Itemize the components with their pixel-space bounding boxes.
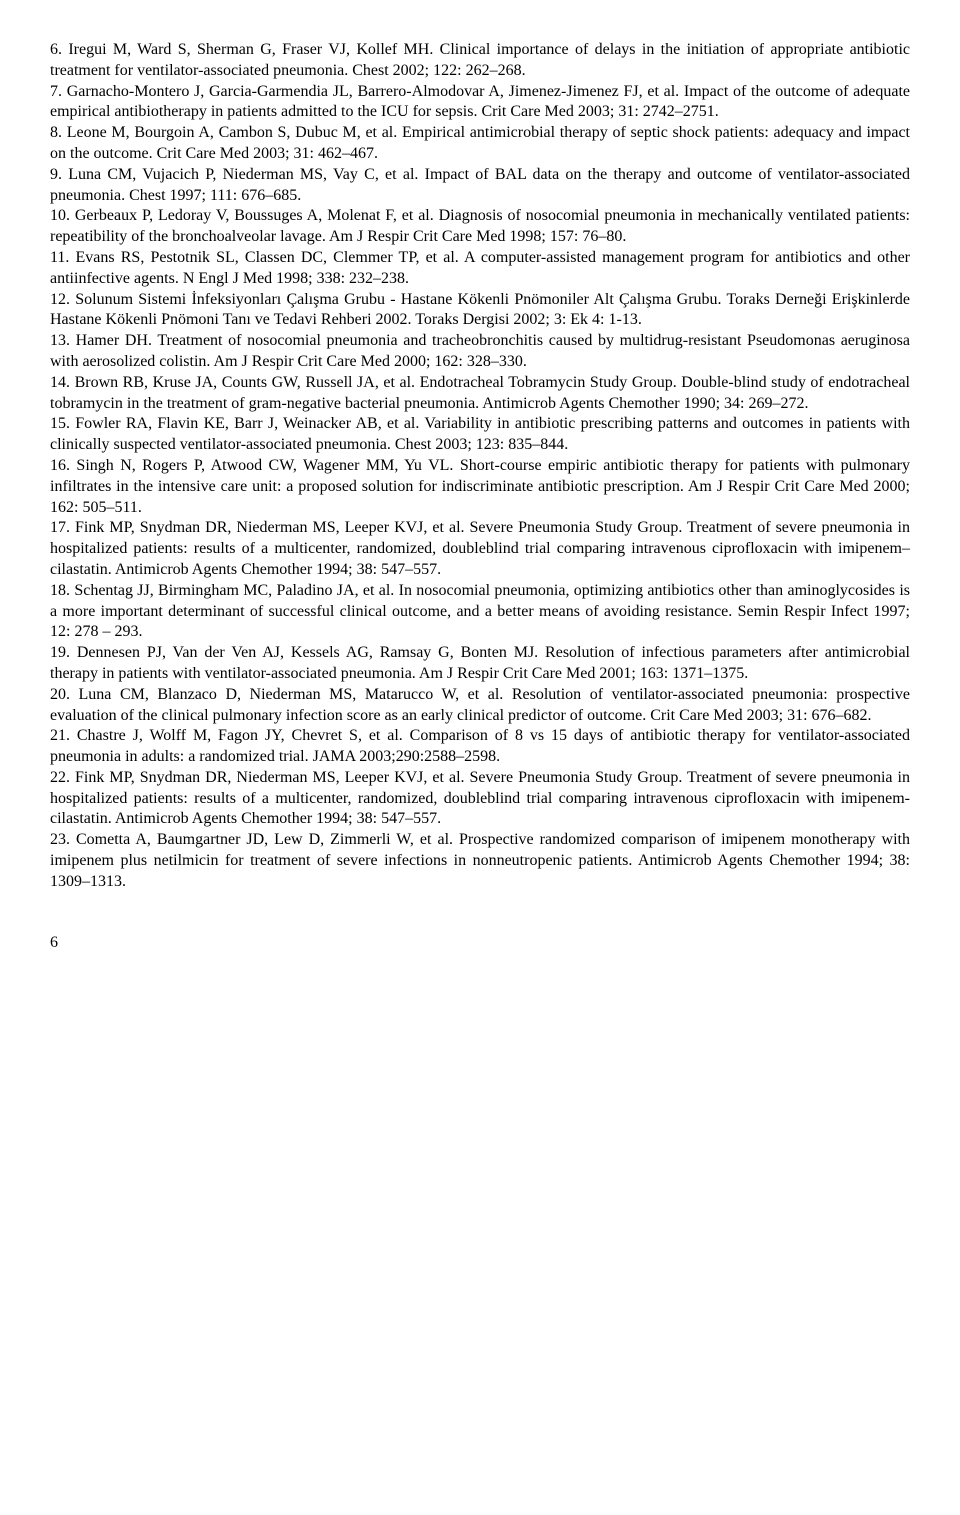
reference-item: 21. Chastre J, Wolff M, Fagon JY, Chevre… <box>50 726 910 768</box>
reference-item: 12. Solunum Sistemi İnfeksiyonları Çalış… <box>50 290 910 332</box>
reference-item: 16. Singh N, Rogers P, Atwood CW, Wagene… <box>50 456 910 518</box>
reference-item: 10. Gerbeaux P, Ledoray V, Boussuges A, … <box>50 206 910 248</box>
reference-item: 20. Luna CM, Blanzaco D, Niederman MS, M… <box>50 685 910 727</box>
reference-item: 23. Cometta A, Baumgartner JD, Lew D, Zi… <box>50 830 910 892</box>
reference-item: 13. Hamer DH. Treatment of nosocomial pn… <box>50 331 910 373</box>
reference-item: 8. Leone M, Bourgoin A, Cambon S, Dubuc … <box>50 123 910 165</box>
page-number: 6 <box>50 933 910 954</box>
reference-item: 18. Schentag JJ, Birmingham MC, Paladino… <box>50 581 910 643</box>
reference-item: 7. Garnacho-Montero J, Garcia-Garmendia … <box>50 82 910 124</box>
reference-item: 19. Dennesen PJ, Van der Ven AJ, Kessels… <box>50 643 910 685</box>
reference-item: 14. Brown RB, Kruse JA, Counts GW, Russe… <box>50 373 910 415</box>
reference-item: 15. Fowler RA, Flavin KE, Barr J, Weinac… <box>50 414 910 456</box>
reference-item: 11. Evans RS, Pestotnik SL, Classen DC, … <box>50 248 910 290</box>
reference-item: 6. Iregui M, Ward S, Sherman G, Fraser V… <box>50 40 910 82</box>
reference-item: 17. Fink MP, Snydman DR, Niederman MS, L… <box>50 518 910 580</box>
reference-item: 22. Fink MP, Snydman DR, Niederman MS, L… <box>50 768 910 830</box>
reference-item: 9. Luna CM, Vujacich P, Niederman MS, Va… <box>50 165 910 207</box>
